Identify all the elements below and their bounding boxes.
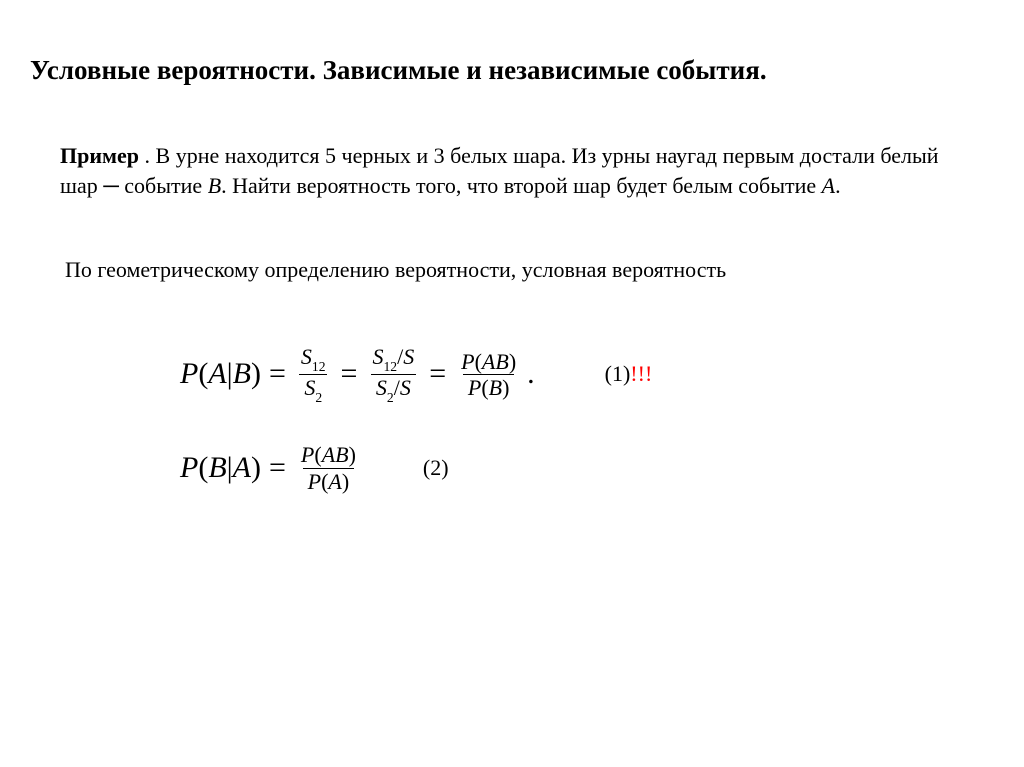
eq-number: (1) [605,361,631,386]
sym-p: P [461,349,474,374]
frac-4-den: P(A) [303,468,355,493]
frac-3-num: P(AB) [456,350,521,374]
formula-2-lhs: P(B|A) = [180,451,294,485]
paren-close: ) [251,451,261,485]
formula-2: P(B|A) = P(AB) P(A) (2) [180,443,994,492]
frac-2-den: S2/S [371,374,416,404]
eq-4: = [261,451,294,485]
sub-2: 2 [387,390,394,405]
eq-2: = [333,357,366,391]
sub-12: 12 [312,359,326,374]
example-label: Пример [60,143,139,168]
sym-b: B [489,375,502,400]
eq-3: = [421,357,454,391]
paren-open: ( [198,451,208,485]
paren-close: ) [251,357,261,391]
frac-3-den: P(B) [463,374,515,399]
sym-s: S [403,344,414,369]
frac-1-num: S12 [296,345,331,374]
sym-s: S [304,375,315,400]
paren-open: ( [475,349,482,374]
sym-ab: AB [482,349,509,374]
page-title: Условные вероятности. Зависимые и незави… [30,55,994,86]
sym-ab: AB [322,442,349,467]
sym-b: B [233,357,251,391]
paren-close: ) [349,442,356,467]
eq-wrap: = [421,357,454,391]
sym-s: S [400,375,411,400]
sym-s: S [376,375,387,400]
end-dot: . [523,357,535,391]
example-event-b: B [208,173,221,198]
paren-open: ( [314,442,321,467]
formula-1-lhs: P(A|B) = [180,357,294,391]
frac-1: S12 S2 [294,345,333,403]
sym-p: P [468,375,481,400]
emphasis-marks: !!! [630,361,652,386]
paren-open: ( [481,375,488,400]
sym-a: A [233,451,251,485]
sym-p: P [180,357,198,391]
sym-s: S [301,344,312,369]
example-paragraph: Пример . В урне находится 5 черных и 3 б… [60,141,964,200]
formula-2-tag: (2) [423,455,449,481]
sym-p: P [308,469,321,494]
sym-s: S [372,344,383,369]
paren-open: ( [198,357,208,391]
sym-p: P [301,442,314,467]
eq-wrap: = [333,357,366,391]
frac-4-num: P(AB) [296,443,361,467]
sub-2: 2 [315,390,322,405]
frac-4: P(AB) P(A) [294,443,363,492]
sym-p: P [180,451,198,485]
paren-close: ) [502,375,509,400]
sym-a: A [328,469,341,494]
example-text-3: . [835,173,841,198]
frac-2: S12/S S2/S [365,345,421,403]
formula-1: P(A|B) = S12 S2 = S12/S S2/S = [180,345,994,403]
paren-close: ) [509,349,516,374]
example-text-2: . Найти вероятность того, что второй шар… [221,173,822,198]
statement-paragraph: По геометрическому определению вероятнос… [65,255,964,285]
sub-12: 12 [383,359,397,374]
frac-1-den: S2 [299,374,327,404]
eq-1: = [261,357,294,391]
sym-a: A [208,357,226,391]
example-event-a: A [822,173,835,198]
frac-3: P(AB) P(B) [454,350,523,399]
slide-page: Условные вероятности. Зависимые и незави… [0,0,1024,767]
paren-close: ) [342,469,349,494]
formula-1-tag: (1)!!! [605,361,653,387]
frac-2-num: S12/S [367,345,419,374]
sym-b: B [208,451,226,485]
